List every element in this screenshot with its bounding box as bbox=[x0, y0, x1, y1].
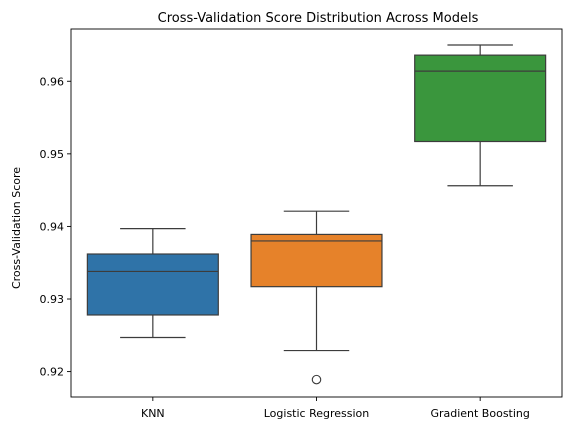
box-iqr bbox=[86, 253, 219, 316]
box-logistic-regression bbox=[250, 210, 383, 385]
plot-frame bbox=[70, 28, 563, 398]
box-knn bbox=[86, 228, 219, 339]
x-tick-label: Logistic Regression bbox=[264, 407, 370, 420]
boxes-group bbox=[86, 44, 547, 385]
y-tick-label: 0.94 bbox=[40, 220, 65, 233]
y-tick-label: 0.96 bbox=[40, 75, 65, 88]
y-tick-label: 0.92 bbox=[40, 366, 65, 379]
x-axis: KNN Logistic Regression Gradient Boosting bbox=[141, 397, 530, 420]
x-tick-label: KNN bbox=[141, 407, 165, 420]
y-tick-label: 0.95 bbox=[40, 148, 65, 161]
y-tick-label: 0.93 bbox=[40, 293, 65, 306]
box-iqr bbox=[250, 233, 383, 288]
chart-title: Cross-Validation Score Distribution Acro… bbox=[158, 11, 479, 26]
y-axis-label: Cross-Validation Score bbox=[10, 167, 23, 289]
y-axis: 0.92 0.93 0.94 0.95 0.96 bbox=[40, 75, 71, 379]
box-gradient-boosting bbox=[414, 44, 547, 187]
x-tick-label: Gradient Boosting bbox=[430, 407, 529, 420]
outlier-point bbox=[311, 374, 322, 385]
box-iqr bbox=[414, 54, 547, 143]
